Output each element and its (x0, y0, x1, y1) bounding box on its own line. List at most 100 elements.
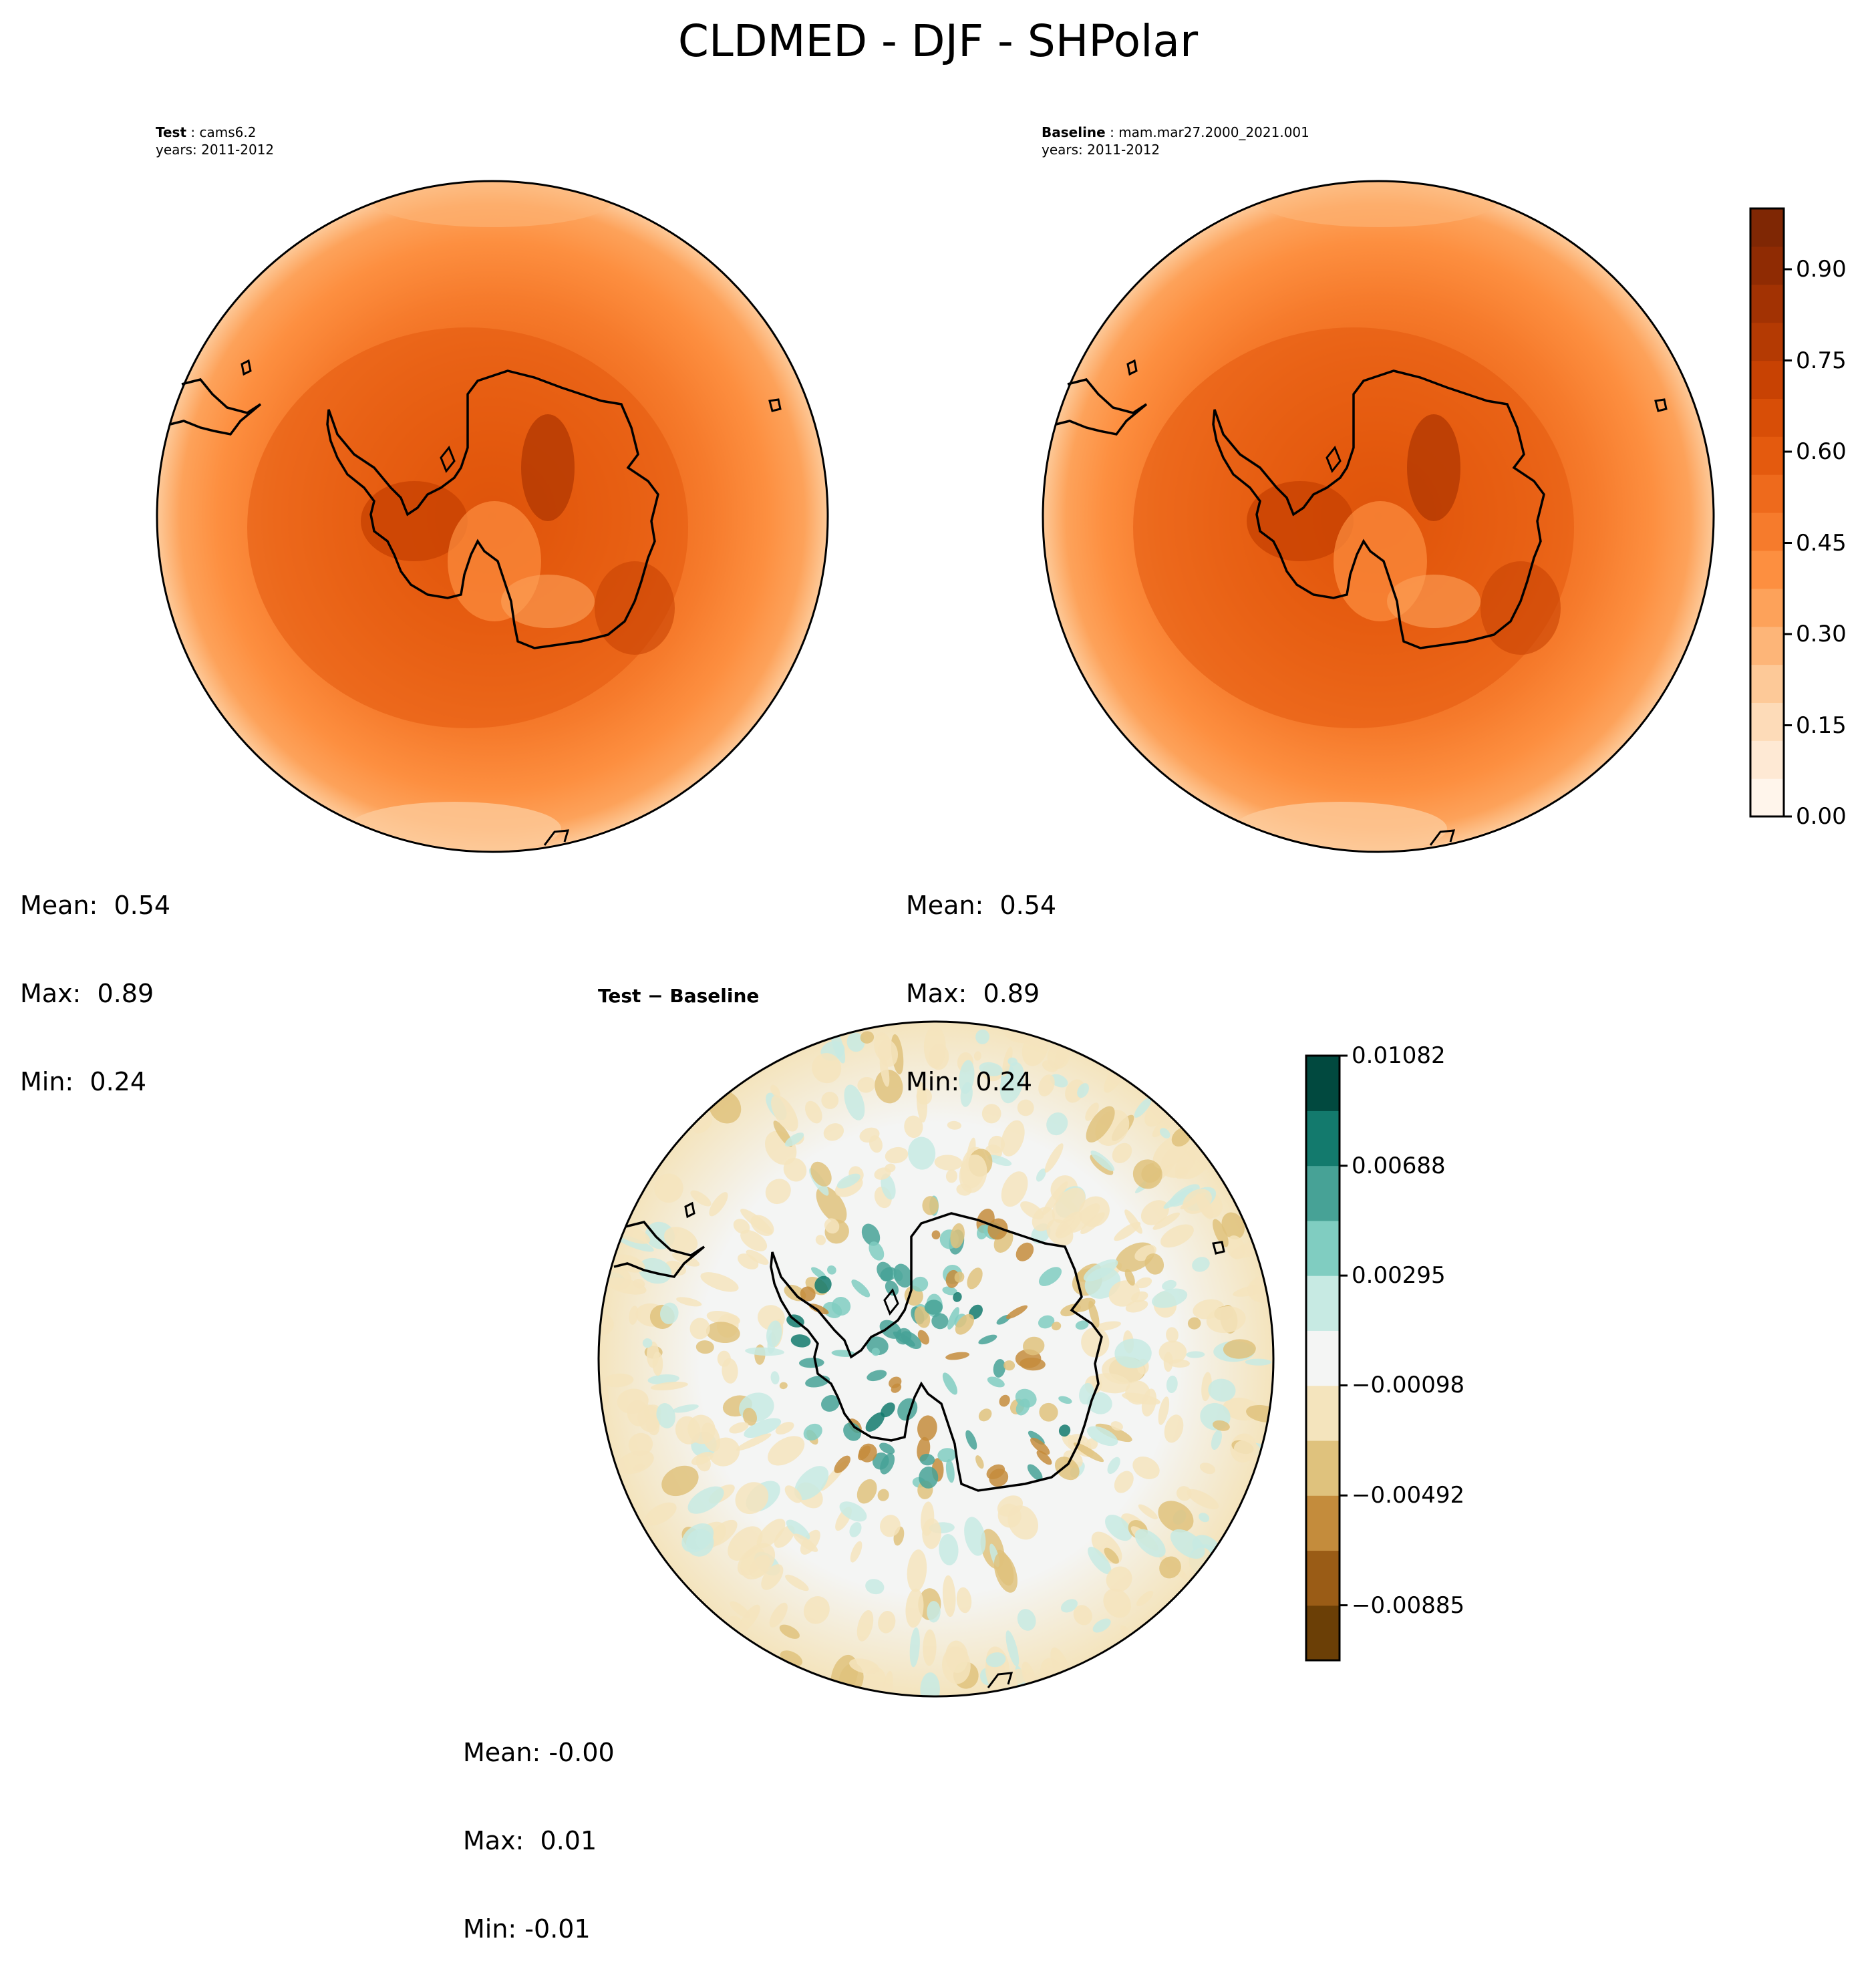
baseline-south-america (1056, 378, 1148, 436)
diff-colorbar-tick-label: −0.00098 (1352, 1372, 1465, 1399)
orange-colorbar-swatch (1750, 474, 1784, 513)
diff-anomaly-patch (790, 1334, 811, 1348)
diff-anomaly-patch (1199, 1513, 1210, 1523)
diff-anomaly-patch (856, 1479, 877, 1504)
diff-anomaly-patch (1017, 1099, 1034, 1116)
diff-anomaly-patch (879, 1055, 890, 1087)
diff-anomaly-patch (1223, 1339, 1256, 1359)
diff-anomaly-patch (1140, 1200, 1169, 1225)
diff-anomaly-patch (691, 1451, 714, 1466)
diff-anomaly-patch (878, 1611, 896, 1634)
diff-anomaly-patch (689, 1318, 710, 1340)
diff-title: Test − Baseline (598, 985, 760, 1007)
diff-anomaly-patch (942, 1286, 957, 1296)
diff-anomaly-patch (864, 1667, 886, 1695)
diff-anomaly-patch (675, 1416, 701, 1445)
diff-anomaly-patch (645, 1414, 660, 1436)
diff-anomaly-patch (979, 1062, 1003, 1076)
diff-anomaly-patch (1162, 1279, 1177, 1291)
diff-anomaly-patch (919, 1467, 939, 1489)
diff-anomaly-patch (629, 1306, 639, 1325)
orange-colorbar-swatch (1750, 436, 1784, 475)
diff-anomaly-patch (1036, 1168, 1046, 1182)
diff-anomaly-patch (1015, 1398, 1030, 1416)
diff-anomaly-patch (942, 1575, 956, 1618)
diff-anomaly-patch (1151, 1288, 1188, 1308)
diff-anomaly-patch (905, 1588, 924, 1628)
diff-anomaly-patch (916, 1088, 933, 1105)
orange-colorbar-swatch (1750, 702, 1784, 741)
diff-anomaly-patch (1110, 1421, 1123, 1431)
diff-anomaly-patch (690, 1190, 712, 1207)
diff-anomaly-patch (1106, 1566, 1132, 1592)
baseline-island-2 (1654, 398, 1668, 412)
diff-anomaly-patch (877, 1489, 889, 1501)
diff-anomaly-patch (1136, 1277, 1152, 1289)
diff-anomaly-patch (826, 1265, 836, 1275)
diff-anomaly-patch (1134, 1529, 1166, 1557)
diff-anomaly-patch (927, 1601, 941, 1623)
diff-anomaly-patch (967, 1267, 983, 1289)
diff-anomaly-patch (793, 1533, 818, 1552)
diff-anomaly-patch (907, 1549, 927, 1592)
orange-colorbar (1749, 207, 1792, 818)
diff-anomaly-patch (993, 1552, 1018, 1593)
diff-anomaly-patch (661, 1465, 699, 1497)
diff-anomaly-patch (803, 1423, 822, 1440)
diff-anomaly-patch (895, 1328, 912, 1345)
diff-anomaly-patch (785, 1574, 809, 1591)
diff-anomaly-patch (881, 1173, 896, 1200)
diff-anomaly-patch (1245, 1358, 1272, 1366)
figure-title: CLDMED - DJF - SHPolar (677, 15, 1199, 67)
diff-island (684, 1201, 695, 1219)
diff-island-2 (1212, 1241, 1225, 1255)
diff-anomaly-patch (722, 1358, 738, 1384)
diff-anomaly-patch (975, 1029, 989, 1044)
diff-anomaly-patch (1211, 1429, 1222, 1451)
diff-anomaly-patch (885, 1280, 899, 1296)
diff-anomaly-patch (986, 1464, 1005, 1479)
diff-anomaly-patch (1192, 1257, 1210, 1272)
diff-south-america (613, 1221, 706, 1278)
diff-anomaly-patch (1085, 1102, 1099, 1121)
diff-anomaly-patch (1132, 1457, 1160, 1479)
diff-anomaly-patch (1158, 1396, 1170, 1425)
diff-anomaly-patch (1160, 1224, 1194, 1248)
diff-anomaly-patch (794, 1466, 829, 1501)
diff-anomaly-patch (660, 1302, 679, 1324)
diff-anomaly-patch (874, 1167, 891, 1180)
diff-anomaly-patch (706, 1322, 740, 1344)
diff-anomaly-patch (945, 1459, 955, 1483)
baseline-island (1126, 359, 1138, 376)
diff-anomaly-patch (911, 1276, 929, 1292)
test-island-2 (768, 398, 782, 412)
diff-anomaly-patch (1159, 1556, 1181, 1579)
diff-anomaly-patch (988, 1135, 1005, 1154)
diff-anomaly-patch (771, 1095, 798, 1132)
diff-colorbar-frame (1305, 1054, 1341, 1662)
diff-island-3 (883, 1288, 899, 1316)
diff-anomaly-patch (1152, 1212, 1180, 1230)
diff-anomaly-patch (987, 1376, 1005, 1388)
diff-anomaly-patch (857, 1076, 876, 1093)
diff-anomaly-patch (919, 1453, 935, 1466)
diff-anomaly-patch (904, 1115, 923, 1139)
baseline-map (1042, 180, 1715, 853)
diff-anomaly-patch (1114, 1471, 1134, 1493)
diff-colorbar-tick-label: −0.00885 (1352, 1591, 1465, 1619)
orange-colorbar-swatch (1750, 360, 1784, 399)
diff-anomaly-patch (628, 1432, 653, 1456)
diff-anomaly-patch (861, 1223, 881, 1246)
diff-map-frame (597, 1020, 1275, 1698)
diff-anomaly-patch (606, 1277, 647, 1295)
diff-anomaly-patch (617, 1388, 649, 1414)
diff-anomaly-patch (945, 1352, 970, 1360)
diff-anomaly-patch (917, 1330, 929, 1345)
diff-anomaly-patch (1086, 1426, 1118, 1447)
diff-anomaly-patch (999, 1394, 1010, 1407)
diff-anomaly-patch (742, 1407, 758, 1426)
diff-anomaly-patch (856, 1610, 874, 1642)
diff-colorbar-tick-label: −0.00492 (1352, 1482, 1465, 1509)
diff-anomaly-patch (1092, 1618, 1111, 1633)
diff-anomaly-patch (882, 1670, 893, 1696)
